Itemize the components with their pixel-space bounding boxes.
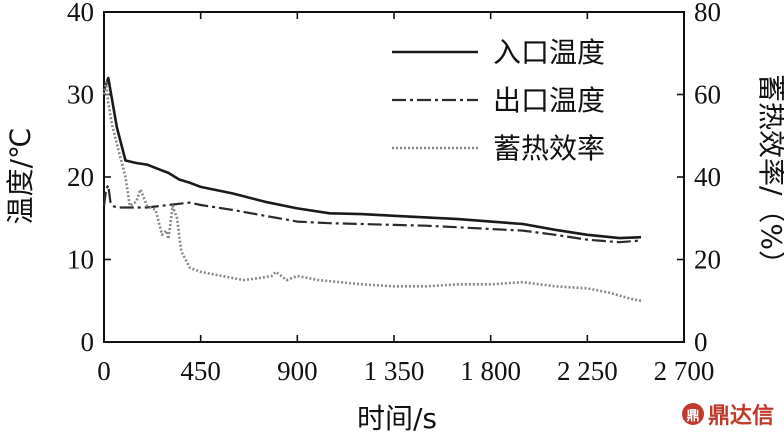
y-left-tick-label: 30 — [67, 80, 94, 110]
y-left-tick-label: 0 — [81, 327, 95, 357]
watermark-logo-icon: 鼎 — [681, 403, 704, 425]
series-line-2 — [102, 184, 642, 244]
x-tick-label: 2 250 — [557, 356, 618, 386]
x-tick-label: 1 350 — [364, 356, 425, 386]
y-left-tick-label: 40 — [67, 0, 94, 27]
x-axis-title: 时间/s — [357, 402, 437, 435]
axes: 0 450 900 1 350 1 800 2 250 2 7000102030400204… — [67, 0, 721, 386]
x-tick-label: 450 — [180, 356, 221, 386]
y-axis-left-title: 温度/℃ — [4, 128, 37, 225]
y-right-tick-label: 60 — [694, 80, 721, 110]
series-line-1 — [102, 76, 642, 240]
x-tick-label: 900 — [277, 356, 318, 386]
legend-label-1: 入口温度 — [493, 36, 605, 69]
legend-label-3: 蓄热效率 — [493, 132, 605, 165]
legend-label-2: 出口温度 — [493, 84, 605, 117]
y-right-tick-label: 40 — [694, 162, 721, 192]
series-layer — [102, 76, 642, 303]
y-right-tick-label: 80 — [694, 0, 721, 27]
y-left-tick-label: 20 — [67, 162, 94, 192]
y-right-tick-label: 20 — [694, 245, 721, 275]
y-left-tick-label: 10 — [67, 245, 94, 275]
watermark-logo: 鼎 鼎达信 — [681, 398, 774, 430]
watermark-text: 鼎达信 — [707, 404, 774, 429]
x-tick-label: 2 700 — [654, 356, 715, 386]
y-right-tick-label: 0 — [694, 327, 708, 357]
x-tick-label: 0 — [97, 356, 111, 386]
series-line-3 — [102, 80, 642, 303]
y-axis-right-title: 蓄热效率/（%） — [755, 74, 784, 278]
x-tick-label: 1 800 — [460, 356, 521, 386]
